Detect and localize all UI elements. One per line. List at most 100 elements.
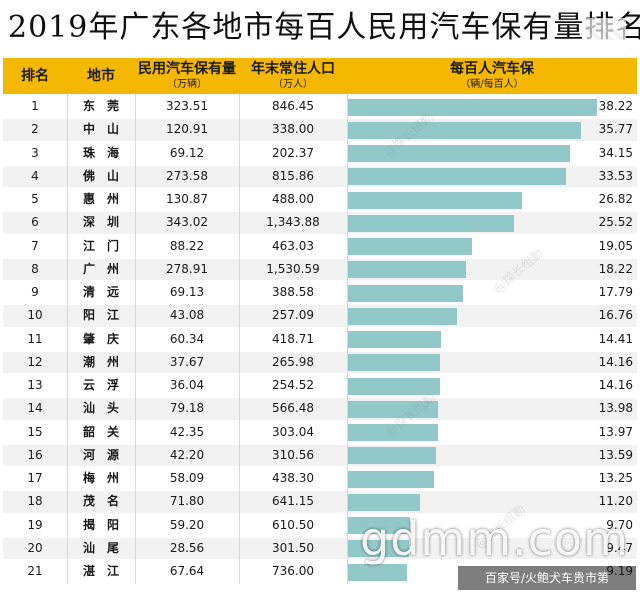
table-row xyxy=(3,421,637,444)
population-cell: 438.30 xyxy=(272,471,314,485)
per100-value: 9.70 xyxy=(606,517,633,532)
rank-cell: 20 xyxy=(27,540,43,555)
header-per100-unit: （辆/每百人） xyxy=(460,78,524,90)
vehicles-cell: 323.51 xyxy=(166,99,208,113)
per100-value: 9.47 xyxy=(606,540,633,555)
population-cell: 566.48 xyxy=(272,401,314,416)
chart-title: 2019年广东各地市每百人民用汽车保有量排名 xyxy=(8,10,640,45)
population-cell: 303.04 xyxy=(272,424,314,439)
vehicles-cell: 343.02 xyxy=(166,215,208,230)
per100-bar xyxy=(347,424,439,441)
per100-bar xyxy=(347,307,457,325)
per100-value: 14.16 xyxy=(598,354,633,369)
city-cell: 江门 xyxy=(82,238,131,253)
vehicles-cell: 69.13 xyxy=(169,285,205,299)
vehicles-cell: 79.18 xyxy=(169,401,205,416)
vehicles-cell: 60.34 xyxy=(169,331,205,346)
table-row xyxy=(3,537,637,560)
column-divider xyxy=(135,94,136,585)
per100-value: 17.79 xyxy=(598,285,633,299)
city-cell: 云浮 xyxy=(82,378,131,392)
table-row xyxy=(3,258,637,281)
rank-cell: 13 xyxy=(27,378,43,392)
rank-cell: 15 xyxy=(27,424,43,439)
footer-watermark: 百家号/火鲍犬车贵市第 xyxy=(458,566,636,590)
per100-bar xyxy=(347,470,434,488)
per100-value: 25.52 xyxy=(598,215,633,230)
table-row xyxy=(3,351,637,374)
population-cell: 815.86 xyxy=(272,168,314,183)
table-row xyxy=(3,375,637,397)
city-cell: 梅州 xyxy=(82,471,131,485)
header-per100: 每百人汽车保 （辆/每百人） xyxy=(347,58,637,94)
blurred-watermark xyxy=(586,18,626,40)
population-cell: 265.98 xyxy=(272,354,314,369)
table-row xyxy=(3,491,637,513)
table-row xyxy=(3,444,637,467)
population-cell: 202.37 xyxy=(272,145,314,160)
city-cell: 汕尾 xyxy=(82,540,131,555)
per100-value: 38.22 xyxy=(598,99,633,113)
per100-value: 33.53 xyxy=(598,168,633,183)
header-population-unit: （万人） xyxy=(273,78,313,90)
per100-value: 34.15 xyxy=(598,145,633,160)
population-cell: 610.50 xyxy=(272,517,314,532)
city-cell: 潮州 xyxy=(82,354,131,369)
vehicles-cell: 42.20 xyxy=(169,447,205,462)
vehicles-cell: 69.12 xyxy=(169,145,205,160)
column-divider xyxy=(67,94,68,585)
rank-cell: 18 xyxy=(27,494,43,509)
city-cell: 阳江 xyxy=(82,308,131,323)
header-per100-label: 每百人汽车保 xyxy=(450,60,534,77)
rank-cell: 6 xyxy=(31,215,39,230)
rank-cell: 2 xyxy=(31,122,39,137)
city-cell: 河源 xyxy=(82,447,131,462)
rank-cell: 3 xyxy=(31,145,39,160)
vehicles-cell: 28.56 xyxy=(169,540,205,555)
per100-bar xyxy=(347,517,411,534)
vehicles-cell: 88.22 xyxy=(169,238,205,253)
per100-value: 26.82 xyxy=(598,192,633,206)
city-cell: 深圳 xyxy=(82,215,131,230)
table-row xyxy=(3,305,637,327)
vehicles-cell: 58.09 xyxy=(169,471,205,485)
rank-cell: 5 xyxy=(31,192,39,206)
table-row xyxy=(3,514,637,537)
vehicles-cell: 278.91 xyxy=(166,261,208,276)
rank-cell: 19 xyxy=(27,517,43,532)
population-cell: 257.09 xyxy=(272,308,314,323)
city-cell: 汕头 xyxy=(82,401,131,416)
table-row xyxy=(3,235,637,258)
city-cell: 湛江 xyxy=(82,564,131,578)
rank-cell: 12 xyxy=(27,354,43,369)
per100-bar xyxy=(347,214,514,232)
header-rank-label: 排名 xyxy=(21,67,49,84)
table-row xyxy=(3,398,637,420)
header-rank: 排名 xyxy=(3,58,69,94)
city-cell: 清远 xyxy=(82,285,131,299)
per100-bar xyxy=(347,354,440,372)
header-vehicles-unit: （万辆） xyxy=(167,78,207,90)
vehicles-cell: 36.04 xyxy=(169,378,205,392)
per100-bar xyxy=(347,121,581,139)
rank-cell: 8 xyxy=(31,261,39,276)
city-cell: 韶关 xyxy=(82,424,131,439)
rank-cell: 9 xyxy=(31,285,39,299)
per100-value: 18.22 xyxy=(598,261,633,276)
population-cell: 338.00 xyxy=(272,122,314,137)
per100-bar xyxy=(347,261,467,279)
ranking-table: 排名 地市 民用汽车保有量 （万辆） 年末常住人口 （万人） 每百人汽车保 （辆… xyxy=(3,58,637,590)
city-cell: 惠州 xyxy=(82,192,131,206)
per100-value: 13.98 xyxy=(598,401,633,416)
per100-value: 11.20 xyxy=(598,494,633,509)
vehicles-cell: 59.20 xyxy=(169,517,205,532)
rank-cell: 14 xyxy=(27,401,43,416)
population-cell: 301.50 xyxy=(272,540,314,555)
per100-value: 16.76 xyxy=(598,308,633,323)
per100-value: 14.16 xyxy=(598,378,633,392)
header-vehicles: 民用汽车保有量 （万辆） xyxy=(135,58,241,94)
city-cell: 茂名 xyxy=(82,494,131,509)
vehicles-cell: 273.58 xyxy=(166,168,208,183)
city-cell: 揭阳 xyxy=(82,517,131,532)
per100-value: 13.25 xyxy=(598,471,633,485)
